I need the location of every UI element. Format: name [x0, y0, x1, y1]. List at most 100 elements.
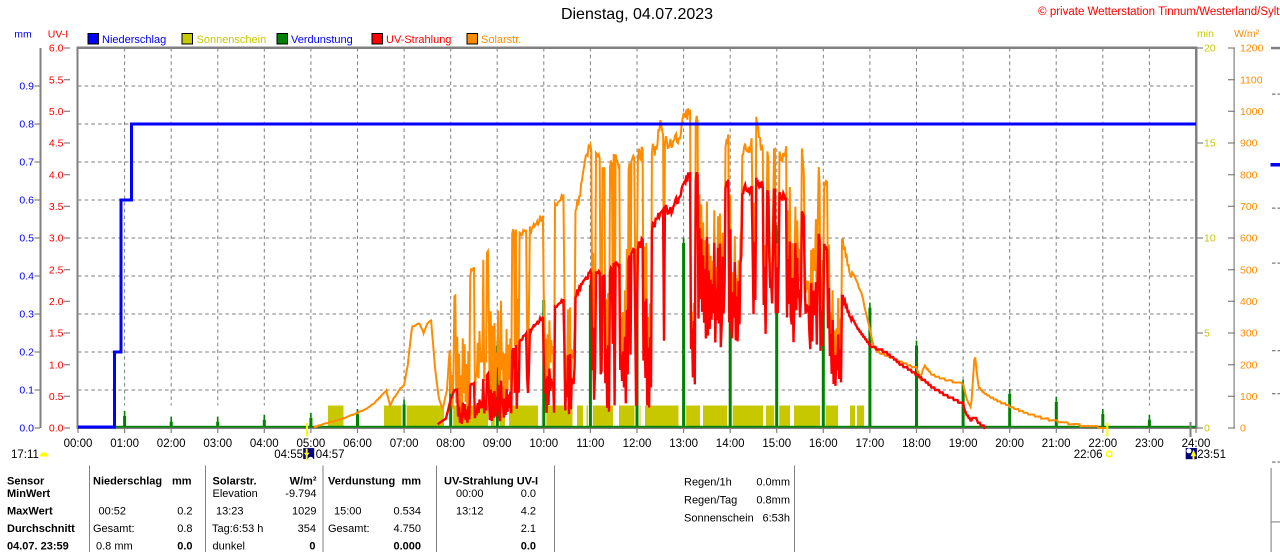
svg-text:0.000: 0.000 — [393, 541, 421, 552]
svg-text:0.4: 0.4 — [19, 271, 34, 283]
svg-text:03:00: 03:00 — [203, 438, 232, 450]
svg-text:Sensor: Sensor — [7, 476, 45, 488]
svg-text:6:53h: 6:53h — [762, 513, 790, 525]
svg-text:1200: 1200 — [1240, 43, 1264, 55]
svg-text:0.9: 0.9 — [19, 81, 34, 93]
svg-text:22:00: 22:00 — [1088, 438, 1117, 450]
svg-text:04.07. 23:59: 04.07. 23:59 — [7, 541, 69, 552]
svg-text:0.6: 0.6 — [19, 195, 34, 207]
svg-text:-9.794: -9.794 — [285, 488, 316, 500]
svg-text:dunkel: dunkel — [213, 541, 245, 552]
svg-text:17:11: 17:11 — [11, 449, 39, 461]
svg-text:12:00: 12:00 — [623, 438, 652, 450]
svg-text:0.8: 0.8 — [19, 119, 34, 131]
svg-text:02:00: 02:00 — [157, 438, 186, 450]
svg-text:0.0mm: 0.0mm — [756, 477, 790, 489]
svg-text:04:57: 04:57 — [316, 449, 345, 461]
svg-text:Regen/Tag: Regen/Tag — [684, 495, 737, 507]
svg-text:Solarstr.: Solarstr. — [481, 34, 521, 46]
svg-text:07:00: 07:00 — [390, 438, 419, 450]
svg-text:17:00: 17:00 — [856, 438, 885, 450]
svg-text:Solarstr.: Solarstr. — [213, 476, 257, 488]
svg-text:00:52: 00:52 — [99, 506, 127, 518]
svg-text:200: 200 — [1240, 359, 1258, 371]
svg-text:13:12: 13:12 — [456, 506, 484, 518]
svg-text:700: 700 — [1240, 201, 1258, 213]
svg-text:21:00: 21:00 — [1042, 438, 1071, 450]
svg-text:10:00: 10:00 — [529, 438, 558, 450]
svg-text:1.5: 1.5 — [49, 328, 64, 340]
svg-text:23:00: 23:00 — [1135, 438, 1164, 450]
svg-text:100: 100 — [1240, 391, 1258, 403]
svg-text:22:06: 22:06 — [1074, 449, 1103, 461]
svg-text:3.0: 3.0 — [49, 233, 64, 245]
svg-text:15:00: 15:00 — [762, 438, 791, 450]
svg-text:18:00: 18:00 — [902, 438, 931, 450]
svg-text:Gesamt:: Gesamt: — [93, 523, 135, 535]
svg-text:09:00: 09:00 — [483, 438, 512, 450]
svg-text:Sonnenschein: Sonnenschein — [684, 513, 754, 525]
svg-text:15:00: 15:00 — [334, 506, 362, 518]
svg-text:13:23: 13:23 — [216, 506, 244, 518]
svg-text:14:00: 14:00 — [716, 438, 745, 450]
svg-text:0.0: 0.0 — [177, 541, 192, 552]
svg-text:24:00: 24:00 — [1182, 438, 1211, 450]
svg-text:0.5: 0.5 — [49, 391, 64, 403]
svg-text:400: 400 — [1240, 296, 1258, 308]
svg-text:20:00: 20:00 — [995, 438, 1024, 450]
svg-text:6.0: 6.0 — [49, 43, 64, 55]
svg-text:Verdunstung: Verdunstung — [291, 34, 353, 46]
svg-text:2.5: 2.5 — [49, 264, 64, 276]
svg-text:4.2: 4.2 — [521, 506, 536, 518]
svg-text:600: 600 — [1240, 233, 1258, 245]
svg-text:16:00: 16:00 — [809, 438, 838, 450]
svg-text:MinWert: MinWert — [7, 488, 51, 500]
svg-text:W/m²: W/m² — [1234, 28, 1260, 40]
svg-text:0.2: 0.2 — [19, 347, 34, 359]
svg-text:20: 20 — [1204, 43, 1216, 55]
svg-text:300: 300 — [1240, 328, 1258, 340]
svg-text:00:00: 00:00 — [64, 438, 93, 450]
svg-text:1.0: 1.0 — [49, 359, 64, 371]
svg-text:0.5: 0.5 — [19, 233, 34, 245]
svg-text:UV-Strahlung UV-I: UV-Strahlung UV-I — [444, 476, 538, 488]
svg-text:0.8 mm: 0.8 mm — [96, 541, 133, 552]
svg-text:2.1: 2.1 — [521, 523, 536, 535]
svg-text:0.0: 0.0 — [49, 423, 64, 435]
svg-text:Niederschlag: Niederschlag — [93, 476, 162, 488]
svg-text:UV-I: UV-I — [48, 29, 68, 41]
svg-text:900: 900 — [1240, 138, 1258, 150]
svg-text:MaxWert: MaxWert — [7, 506, 53, 518]
svg-text:08:00: 08:00 — [436, 438, 465, 450]
svg-text:23:51: 23:51 — [1197, 449, 1226, 461]
svg-text:1029: 1029 — [292, 506, 316, 518]
svg-text:0.534: 0.534 — [393, 506, 421, 518]
svg-text:© private Wetterstation Tinnum: © private Wetterstation Tinnum/Westerlan… — [1038, 6, 1280, 18]
svg-text:mm: mm — [172, 476, 192, 488]
svg-text:500: 500 — [1240, 264, 1258, 276]
svg-text:0.3: 0.3 — [19, 309, 34, 321]
svg-text:3.5: 3.5 — [49, 201, 64, 213]
svg-text:4.0: 4.0 — [49, 169, 64, 181]
svg-text:1000: 1000 — [1240, 106, 1264, 118]
svg-text:Durchschnitt: Durchschnitt — [7, 523, 75, 535]
svg-text:mm: mm — [401, 476, 421, 488]
svg-text:0: 0 — [309, 541, 315, 552]
svg-text:0: 0 — [1240, 423, 1246, 435]
svg-text:Gesamt:: Gesamt: — [328, 523, 370, 535]
svg-text:5.0: 5.0 — [49, 106, 64, 118]
svg-text:Verdunstung: Verdunstung — [328, 476, 395, 488]
svg-text:4.5: 4.5 — [49, 138, 64, 150]
svg-text:Elevation: Elevation — [213, 488, 258, 500]
svg-text:354: 354 — [298, 523, 316, 535]
svg-text:Dienstag, 04.07.2023: Dienstag, 04.07.2023 — [561, 6, 713, 23]
svg-text:0: 0 — [1204, 423, 1210, 435]
svg-text:W/m²: W/m² — [290, 476, 317, 488]
svg-text:Regen/1h: Regen/1h — [684, 477, 732, 489]
svg-text:0.0: 0.0 — [19, 423, 34, 435]
svg-text:5.5: 5.5 — [49, 74, 64, 86]
svg-text:0.0: 0.0 — [521, 488, 536, 500]
svg-text:13:00: 13:00 — [669, 438, 698, 450]
svg-text:5: 5 — [1204, 328, 1210, 340]
svg-text:1100: 1100 — [1240, 74, 1263, 86]
